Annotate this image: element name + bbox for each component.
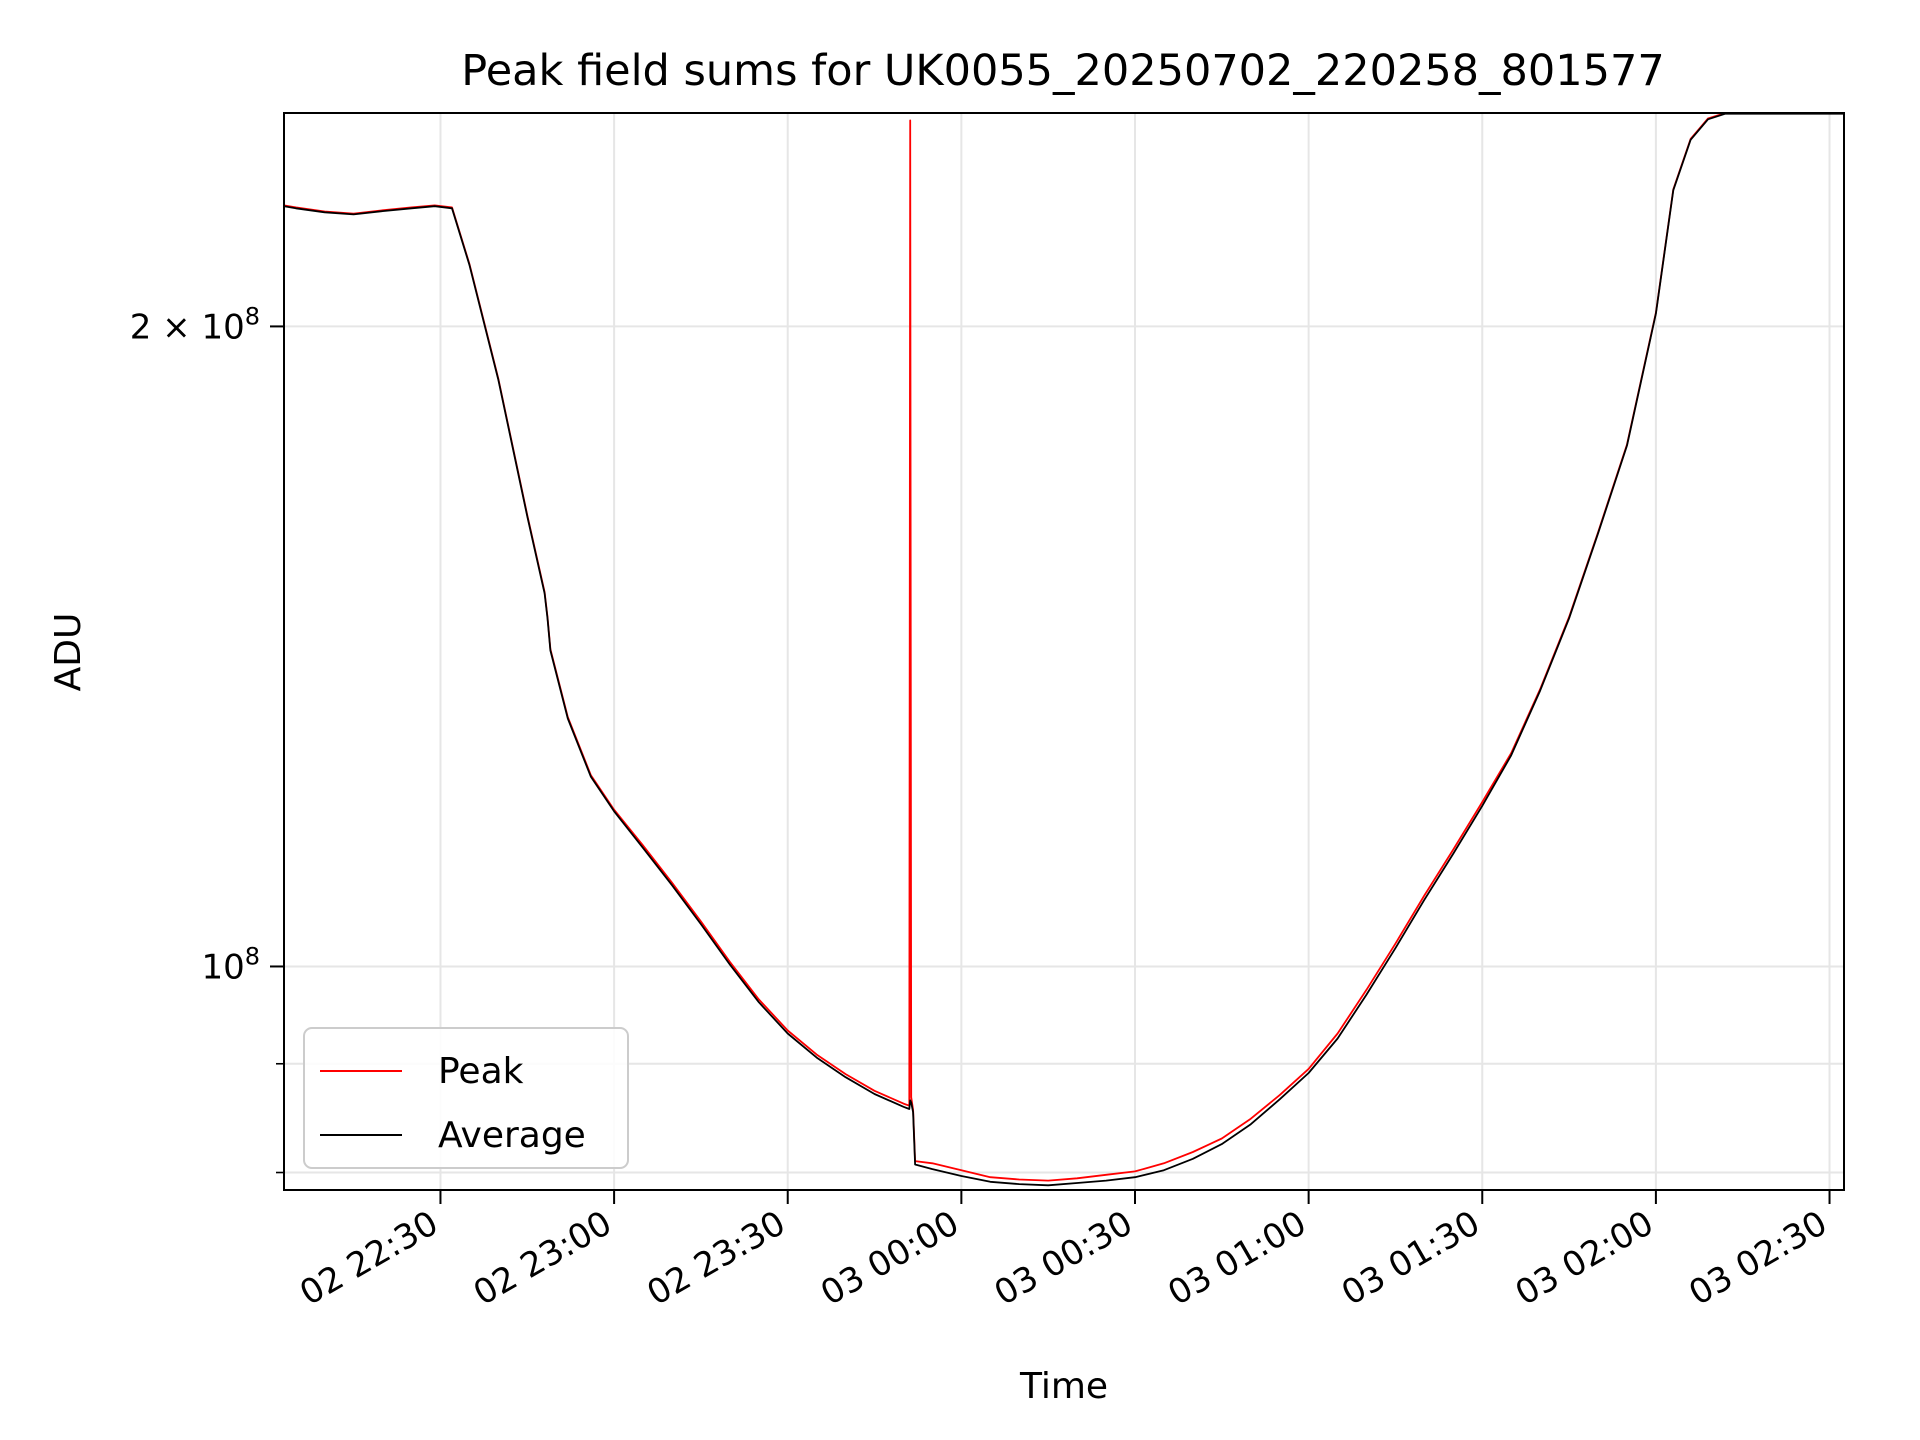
series-line-average [284,113,1844,1187]
grid [284,113,1844,1190]
plot-frame [283,112,1845,1191]
series-layer [284,113,1844,1187]
legend-box [303,1027,629,1169]
y-tick-label: 108 [201,942,260,987]
legend-label-average: Average [438,1115,586,1156]
y-axis: 108 2 × 108 [130,302,284,1174]
x-axis-label: Time [1019,1366,1108,1407]
y-tick-label: 2 × 108 [130,302,260,347]
legend: Peak Average [303,1027,629,1169]
legend-label-peak: Peak [438,1051,524,1092]
y-axis-label: ADU [48,613,89,692]
chart-title: Peak field sums for UK0055_20250702_2202… [461,46,1664,96]
